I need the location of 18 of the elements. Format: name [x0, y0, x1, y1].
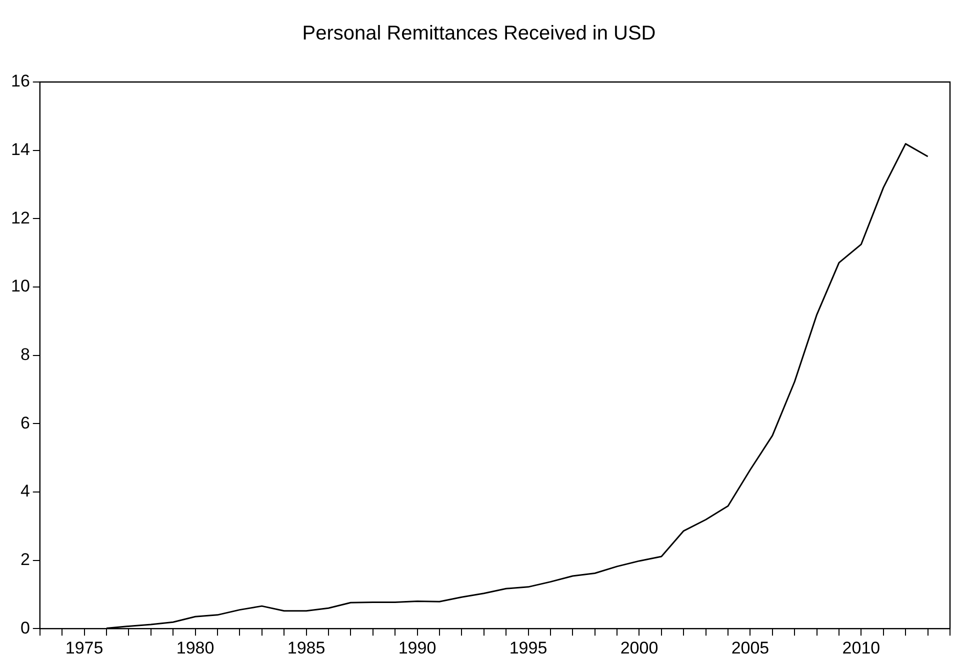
x-tick-label: 2005 — [731, 638, 770, 658]
y-tick-label: 2 — [20, 550, 30, 569]
y-tick-label: 12 — [10, 208, 30, 228]
x-tick-label: 2010 — [842, 638, 880, 658]
y-tick-label: 6 — [20, 413, 30, 432]
x-tick-label: 1990 — [398, 638, 436, 658]
x-tick-label: 1985 — [287, 638, 326, 658]
y-tick-label: 16 — [10, 72, 30, 91]
x-tick-label: 1995 — [509, 638, 548, 658]
x-tick-label: 2000 — [620, 638, 658, 658]
y-tick-label: 4 — [20, 482, 30, 501]
y-tick-label: 10 — [10, 276, 30, 296]
chart-title: Personal Remittances Received in USD — [302, 22, 656, 45]
x-tick-label: 1975 — [65, 638, 104, 658]
y-tick-label: 0 — [20, 618, 30, 638]
y-tick-label: 8 — [20, 344, 30, 364]
y-tick-label: 14 — [10, 140, 30, 160]
x-tick-label: 1980 — [176, 638, 214, 658]
